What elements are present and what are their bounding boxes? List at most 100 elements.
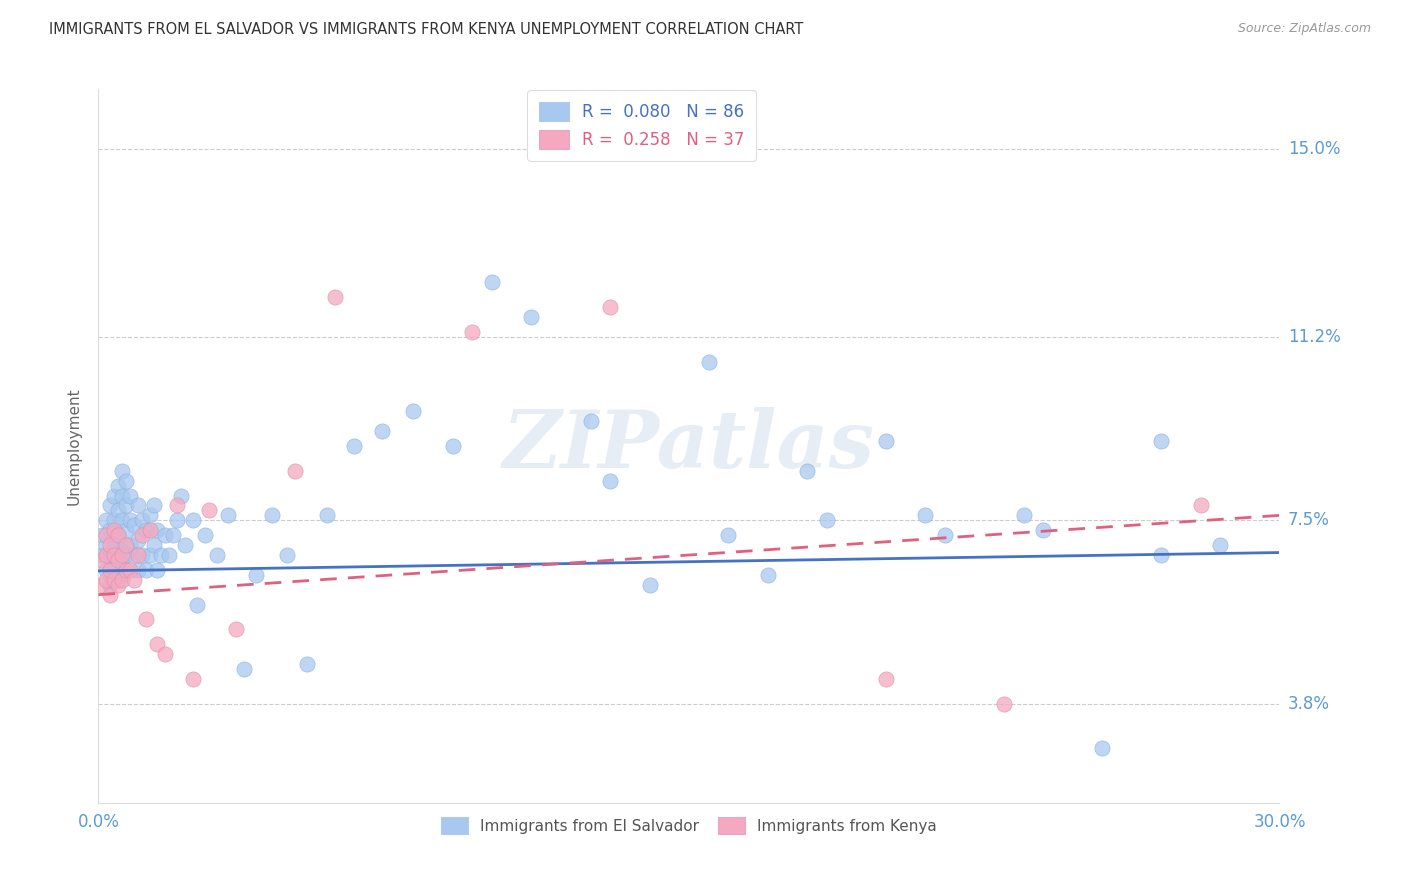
Point	[520, 310, 543, 325]
Point	[875, 434, 897, 448]
Point	[98, 588, 121, 602]
Point	[197, 503, 219, 517]
Point	[111, 464, 134, 478]
Point	[1012, 508, 1035, 523]
Point	[138, 523, 160, 537]
Point	[194, 528, 217, 542]
Point	[103, 489, 125, 503]
Point	[157, 548, 180, 562]
Point	[127, 499, 149, 513]
Point	[402, 404, 425, 418]
Point	[1189, 499, 1212, 513]
Point	[127, 548, 149, 562]
Point	[934, 528, 956, 542]
Point	[98, 523, 121, 537]
Point	[103, 563, 125, 577]
Point	[638, 578, 661, 592]
Point	[599, 474, 621, 488]
Point	[107, 528, 129, 542]
Point	[96, 528, 118, 542]
Point	[118, 489, 141, 503]
Point	[122, 573, 145, 587]
Point	[371, 424, 394, 438]
Point	[343, 439, 366, 453]
Point	[186, 598, 208, 612]
Point	[127, 533, 149, 548]
Point	[155, 528, 177, 542]
Point	[181, 672, 204, 686]
Point	[815, 513, 838, 527]
Point	[170, 489, 193, 503]
Point	[122, 548, 145, 562]
Point	[107, 503, 129, 517]
Point	[135, 523, 157, 537]
Text: 3.8%: 3.8%	[1288, 695, 1330, 713]
Point	[146, 637, 169, 651]
Point	[138, 508, 160, 523]
Point	[717, 528, 740, 542]
Point	[166, 499, 188, 513]
Text: 15.0%: 15.0%	[1288, 140, 1340, 158]
Point	[875, 672, 897, 686]
Point	[96, 563, 118, 577]
Point	[1150, 548, 1173, 562]
Point	[166, 513, 188, 527]
Point	[146, 523, 169, 537]
Point	[115, 548, 138, 562]
Point	[91, 578, 114, 592]
Text: Source: ZipAtlas.com: Source: ZipAtlas.com	[1237, 22, 1371, 36]
Point	[103, 548, 125, 562]
Point	[103, 573, 125, 587]
Point	[107, 573, 129, 587]
Text: 7.5%: 7.5%	[1288, 511, 1330, 529]
Point	[1091, 741, 1114, 756]
Point	[107, 548, 129, 562]
Point	[295, 657, 318, 671]
Point	[142, 499, 165, 513]
Point	[115, 523, 138, 537]
Point	[1032, 523, 1054, 537]
Point	[98, 548, 121, 562]
Point	[98, 578, 121, 592]
Point	[107, 553, 129, 567]
Point	[111, 538, 134, 552]
Legend: Immigrants from El Salvador, Immigrants from Kenya: Immigrants from El Salvador, Immigrants …	[430, 806, 948, 845]
Point	[103, 523, 125, 537]
Text: IMMIGRANTS FROM EL SALVADOR VS IMMIGRANTS FROM KENYA UNEMPLOYMENT CORRELATION CH: IMMIGRANTS FROM EL SALVADOR VS IMMIGRANT…	[49, 22, 804, 37]
Point	[138, 548, 160, 562]
Point	[225, 623, 247, 637]
Point	[118, 513, 141, 527]
Point	[756, 567, 779, 582]
Point	[155, 647, 177, 661]
Point	[115, 499, 138, 513]
Point	[111, 573, 134, 587]
Point	[103, 538, 125, 552]
Point	[1209, 538, 1232, 552]
Point	[579, 414, 602, 428]
Point	[162, 528, 184, 542]
Point	[131, 548, 153, 562]
Point	[131, 528, 153, 542]
Point	[107, 478, 129, 492]
Point	[98, 563, 121, 577]
Y-axis label: Unemployment: Unemployment	[66, 387, 82, 505]
Point	[115, 538, 138, 552]
Text: 11.2%: 11.2%	[1288, 328, 1340, 346]
Point	[245, 567, 267, 582]
Point	[481, 276, 503, 290]
Point	[118, 538, 141, 552]
Point	[135, 563, 157, 577]
Point	[796, 464, 818, 478]
Point	[233, 662, 256, 676]
Point	[111, 558, 134, 572]
Point	[217, 508, 239, 523]
Point	[118, 563, 141, 577]
Point	[96, 538, 118, 552]
Point	[181, 513, 204, 527]
Point	[107, 578, 129, 592]
Point	[103, 513, 125, 527]
Point	[914, 508, 936, 523]
Point	[111, 489, 134, 503]
Point	[276, 548, 298, 562]
Text: ZIPatlas: ZIPatlas	[503, 408, 875, 484]
